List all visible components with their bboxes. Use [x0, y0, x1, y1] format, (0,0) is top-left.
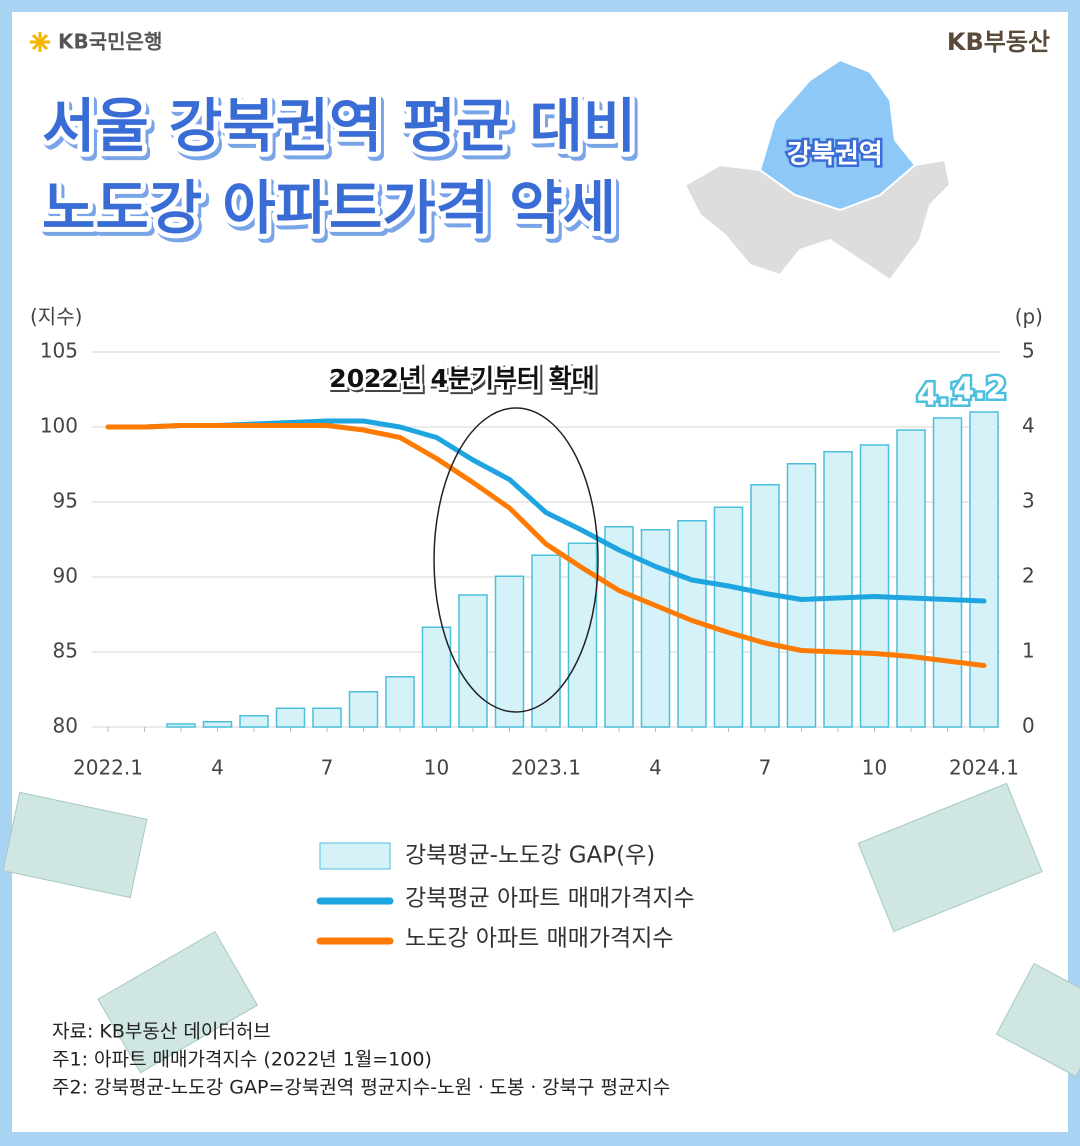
- bar: [823, 451, 853, 728]
- brand-logo: KB부동산: [947, 28, 1050, 56]
- bar: [348, 691, 379, 728]
- bar: [166, 723, 196, 728]
- legend-label: 강북평균 아파트 매매가격지수: [405, 886, 695, 912]
- bank-logo: KB국민은행: [58, 30, 162, 54]
- bar: [385, 676, 415, 728]
- bar: [896, 429, 926, 728]
- bar: [275, 707, 306, 728]
- line: [105, 423, 987, 668]
- y-tick-label: 85: [53, 639, 78, 663]
- y2-tick-label: 2: [1022, 564, 1035, 588]
- y2-tick-label: 3: [1022, 489, 1035, 513]
- value-label: 4.1: [917, 378, 970, 413]
- y-axis-label: (지수): [30, 305, 82, 329]
- x-tick-label: 10: [424, 756, 449, 780]
- x-tick-label: 2023.1: [511, 756, 581, 780]
- y-tick-label: 95: [53, 489, 78, 513]
- bar: [932, 417, 963, 728]
- x-tick-label: 10: [862, 756, 887, 780]
- bar: [604, 526, 634, 728]
- y2-tick-label: 4: [1022, 414, 1035, 438]
- bank-logo-icon: [30, 32, 50, 52]
- map-label: 강북권역: [787, 140, 883, 170]
- note: 주2: 강북평균-노도강 GAP=강북권역 평균지수-노원ㆍ도봉ㆍ강북구 평균지…: [52, 1077, 670, 1099]
- bar: [713, 506, 744, 728]
- x-tick-label: 4: [211, 756, 224, 780]
- y2-tick-label: 5: [1022, 339, 1035, 363]
- bar: [494, 575, 525, 728]
- value-label: 4.2: [953, 372, 1006, 407]
- bar: [786, 463, 817, 728]
- bar: [531, 554, 561, 728]
- bar: [239, 715, 269, 728]
- note: 주1: 아파트 매매가격지수 (2022년 1월=100): [52, 1049, 432, 1071]
- banknote: [2, 782, 1080, 1078]
- bar: [421, 626, 452, 728]
- bar: [969, 411, 999, 728]
- bar: [859, 444, 890, 728]
- x-tick-label: 7: [759, 756, 772, 780]
- bar: [750, 484, 780, 728]
- bar: [458, 594, 488, 728]
- y2-tick-label: 1: [1022, 639, 1035, 663]
- bar: [312, 707, 342, 728]
- x-tick-label: 2022.1: [73, 756, 143, 780]
- bar: [202, 721, 233, 728]
- y-tick-label: 80: [53, 714, 78, 738]
- y2-axis-label: (p): [1015, 305, 1043, 329]
- legend-label: 노도강 아파트 매매가격지수: [405, 926, 674, 952]
- legend-label: 강북평균-노도강 GAP(우): [405, 843, 655, 869]
- y2-tick-label: 0: [1022, 714, 1035, 738]
- highlight-ellipse: [433, 407, 599, 713]
- y-tick-label: 100: [40, 414, 78, 438]
- legend-swatch: [319, 842, 391, 870]
- title-line: 서울 강북권역 평균 대비: [42, 92, 636, 160]
- title-line: 노도강 아파트가격 약세: [42, 174, 616, 242]
- annotation: 2022년 4분기부터 확대: [329, 364, 594, 393]
- x-tick-label: 4: [649, 756, 662, 780]
- y-tick-label: 105: [40, 339, 78, 363]
- note: 자료: KB부동산 데이터허브: [52, 1021, 271, 1043]
- x-tick-label: 2024.1: [949, 756, 1019, 780]
- seoul-map: [683, 58, 952, 282]
- y-tick-label: 90: [53, 564, 78, 588]
- x-tick-label: 7: [321, 756, 334, 780]
